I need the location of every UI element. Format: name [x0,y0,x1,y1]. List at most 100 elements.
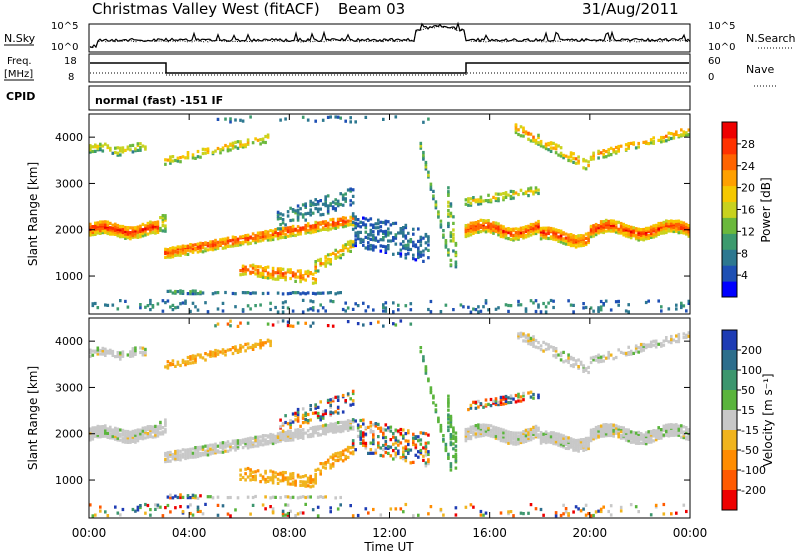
heatmap-cell [311,228,315,232]
heatmap-cell [144,227,147,231]
heatmap-cell [547,226,550,230]
heatmap-cell [482,227,485,231]
heatmap-cell [314,220,317,224]
heatmap-cell [487,423,490,428]
heatmap-cell [409,240,413,244]
heatmap-cell [139,303,142,307]
heatmap-cell [544,436,548,440]
heatmap-cell [502,233,505,237]
heatmap-cell [522,430,525,434]
heatmap-cell [319,291,322,295]
heatmap-cell [534,299,538,303]
heatmap-cell [387,446,390,450]
heatmap-cell [452,221,455,225]
heatmap-cell [176,495,180,500]
heatmap-cell [99,222,102,226]
heatmap-cell [164,430,167,434]
heatmap-cell [407,442,410,447]
heatmap-cell [289,438,292,442]
x-tick-label: 20:00 [573,526,608,540]
heatmap-cell [624,430,628,434]
heatmap-cell [171,251,175,255]
heatmap-cell [569,355,573,359]
heatmap-cell [499,439,503,443]
heatmap-cell [299,229,302,234]
heatmap-cell [484,511,488,515]
heatmap-cell [111,232,115,236]
heatmap-cell [667,223,671,228]
heatmap-cell [234,345,237,349]
heatmap-cell [224,242,227,246]
heatmap-cell [514,393,518,398]
heatmap-cell [316,495,320,499]
heatmap-cell [652,233,655,237]
heatmap-cell [524,229,528,234]
heatmap-cell [116,227,120,231]
heatmap-cell [264,480,267,484]
heatmap-cell [394,242,398,246]
heatmap-cell [394,323,398,327]
heatmap-cell [221,445,225,449]
heatmap-cell [514,231,518,235]
heatmap-cell [149,508,152,512]
nave-trace [90,72,689,76]
heatmap-cell [619,509,623,513]
heatmap-cell [419,141,423,145]
heatmap-cell [447,221,450,225]
heatmap-cell [241,240,245,244]
heatmap-cell [181,244,185,248]
heatmap-cell [369,420,373,425]
heatmap-cell [657,232,660,236]
heatmap-cell [552,146,555,150]
heatmap-cell [196,449,200,454]
heatmap-cell [567,353,570,357]
heatmap-cell [639,349,643,353]
heatmap-cell [294,275,297,279]
heatmap-cell [519,134,523,138]
heatmap-cell [186,244,190,248]
heatmap-cell [552,237,555,241]
heatmap-cell [517,232,520,236]
heatmap-cell [592,230,595,234]
heatmap-cell [497,233,500,237]
heatmap-cell [284,420,287,425]
heatmap-cell [502,395,505,399]
heatmap-cell [682,434,686,438]
heatmap-cell [634,433,638,437]
heatmap-cell [241,308,245,312]
heatmap-cell [594,233,598,237]
heatmap-cell [447,452,450,456]
heatmap-cell [289,422,292,427]
heatmap-cell [399,441,403,445]
heatmap-cell [309,271,312,275]
heatmap-cell [109,226,112,230]
heatmap-cell [326,209,330,213]
heatmap-cell [294,211,297,215]
heatmap-cell [244,143,247,147]
heatmap-cell [191,292,195,296]
heatmap-cell [654,230,658,234]
heatmap-cell [321,410,325,414]
heatmap-cell [617,429,620,433]
heatmap-cell [544,434,548,438]
heatmap-cell [284,513,287,517]
heatmap-cell [672,423,676,427]
heatmap-cell [687,230,691,234]
heatmap-cell [597,509,600,513]
heatmap-cell [609,229,613,233]
heatmap-cell [339,253,342,257]
heatmap-cell [321,424,325,428]
heatmap-cell [151,225,155,229]
heatmap-cell [647,437,650,441]
heatmap-cell [324,220,327,224]
heatmap-cell [316,202,320,206]
heatmap-cell [224,445,227,449]
heatmap-cell [309,231,312,235]
heatmap-cell [509,433,513,437]
heatmap-cell [584,513,588,517]
heatmap-cell [331,464,335,468]
heatmap-cell [577,239,580,243]
heatmap-cell [284,437,287,441]
heatmap-cell [181,358,185,362]
heatmap-cell [374,451,378,455]
